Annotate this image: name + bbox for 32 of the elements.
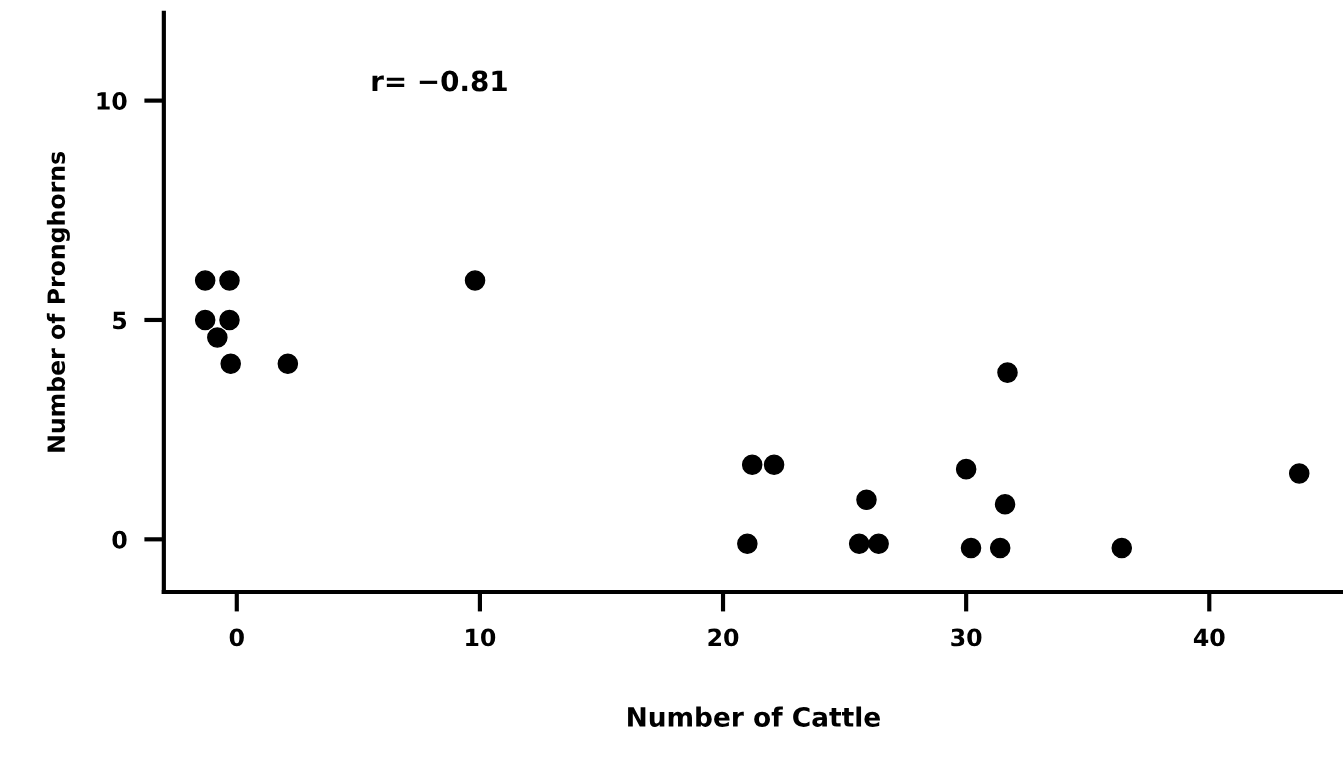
point (856, 489, 877, 511)
x-tick-label: 10 (466, 628, 496, 647)
y-tick-label: 5 (113, 311, 127, 330)
point (464, 270, 486, 291)
x-tick-label: 40 (1193, 628, 1225, 647)
point (960, 537, 982, 559)
y-tick-label: 0 (112, 530, 127, 549)
point (220, 353, 241, 375)
x-tick-label: 20 (708, 628, 739, 647)
point (277, 353, 299, 375)
point (219, 270, 240, 291)
point (997, 362, 1018, 383)
point (989, 537, 1011, 559)
x-axis-title: Number of Cattle (628, 706, 880, 727)
x-tick-label: 30 (951, 628, 982, 647)
point (994, 493, 1016, 515)
point (848, 533, 870, 554)
point (741, 454, 763, 476)
point (194, 270, 216, 291)
point (219, 309, 240, 331)
point (1288, 463, 1310, 484)
annotation: r= −0.81 (372, 70, 507, 92)
point (868, 533, 889, 554)
y-tick-label: 10 (97, 92, 127, 110)
point (1111, 537, 1133, 559)
point (207, 327, 228, 348)
y-axis-title: Number of Pronghorns (46, 152, 70, 452)
point (737, 533, 758, 554)
point (763, 454, 785, 476)
point (955, 458, 977, 480)
point (194, 309, 216, 331)
x-tick-label: 0 (229, 628, 244, 647)
